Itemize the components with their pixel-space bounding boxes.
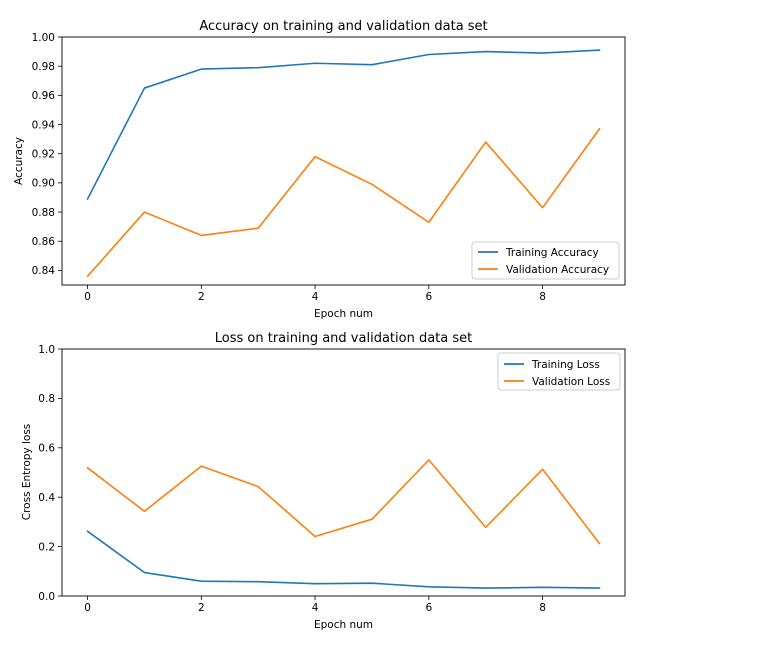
legend-label-training-loss: Training Loss <box>531 359 600 371</box>
series-line-training-loss <box>86 530 601 589</box>
series-line-validation-accuracy <box>86 127 601 278</box>
y-tick-label: 0.4 <box>38 492 55 504</box>
x-tick-label: 2 <box>198 291 205 303</box>
loss-chart-legend: Training Loss Validation Loss <box>497 352 621 391</box>
accuracy-chart-ylabel: Accuracy <box>13 137 25 185</box>
y-tick-label: 0.2 <box>38 541 55 553</box>
y-tick-label: 1.00 <box>32 32 55 44</box>
x-tick-label: 6 <box>425 602 432 614</box>
legend-box <box>471 241 620 280</box>
legend-label-validation-loss: Validation Loss <box>532 376 610 388</box>
y-tick-label: 0.6 <box>38 443 55 455</box>
loss-chart-xlabel: Epoch num <box>314 619 373 631</box>
y-tick-label: 0.8 <box>38 393 55 405</box>
y-tick-label: 0.0 <box>38 591 55 603</box>
y-tick-label: 1.0 <box>38 344 55 356</box>
loss-chart-ticks: 0 2 4 6 8 0.0 0.2 0.4 0.6 0.8 1.0 <box>38 344 546 614</box>
legend-label-validation-accuracy: Validation Accuracy <box>506 264 609 276</box>
y-tick-label: 0.88 <box>32 207 55 219</box>
x-tick-label: 8 <box>539 291 546 303</box>
loss-chart-frame <box>61 348 626 597</box>
x-tick-label: 8 <box>539 602 546 614</box>
loss-chart-lines <box>86 459 601 589</box>
y-tick-label: 0.84 <box>32 265 56 277</box>
x-tick-label: 0 <box>84 291 91 303</box>
loss-chart-ylabel: Cross Entropy loss <box>21 424 33 521</box>
accuracy-chart-title: Accuracy on training and validation data… <box>199 19 487 34</box>
y-tick-label: 0.86 <box>32 236 56 248</box>
legend-label-training-accuracy: Training Accuracy <box>505 247 599 259</box>
y-tick-label: 0.94 <box>32 119 56 131</box>
accuracy-chart-legend: Training Accuracy Validation Accuracy <box>471 241 620 280</box>
x-tick-label: 4 <box>312 291 319 303</box>
x-tick-label: 4 <box>312 602 319 614</box>
accuracy-chart-lines <box>86 49 601 278</box>
accuracy-chart: Accuracy on training and validation data… <box>13 19 626 320</box>
y-tick-label: 0.98 <box>32 61 55 73</box>
series-line-training-accuracy <box>86 49 601 201</box>
y-tick-label: 0.96 <box>32 90 56 102</box>
accuracy-chart-ticks: 0 2 4 6 8 0.84 0.86 0.88 0.90 0.92 0.94 0.96 0.98 1.0… <box>32 32 546 303</box>
x-tick-label: 6 <box>425 291 432 303</box>
accuracy-chart-xlabel: Epoch num <box>314 308 373 320</box>
y-tick-label: 0.90 <box>32 178 55 190</box>
accuracy-chart-frame <box>61 36 626 286</box>
legend-box <box>497 352 621 391</box>
y-tick-label: 0.92 <box>32 149 55 161</box>
x-tick-label: 2 <box>198 602 205 614</box>
loss-chart: Loss on training and validation data set… <box>21 331 626 631</box>
series-line-validation-loss <box>86 459 601 545</box>
loss-chart-title: Loss on training and validation data set <box>215 331 472 346</box>
x-tick-label: 0 <box>84 602 91 614</box>
